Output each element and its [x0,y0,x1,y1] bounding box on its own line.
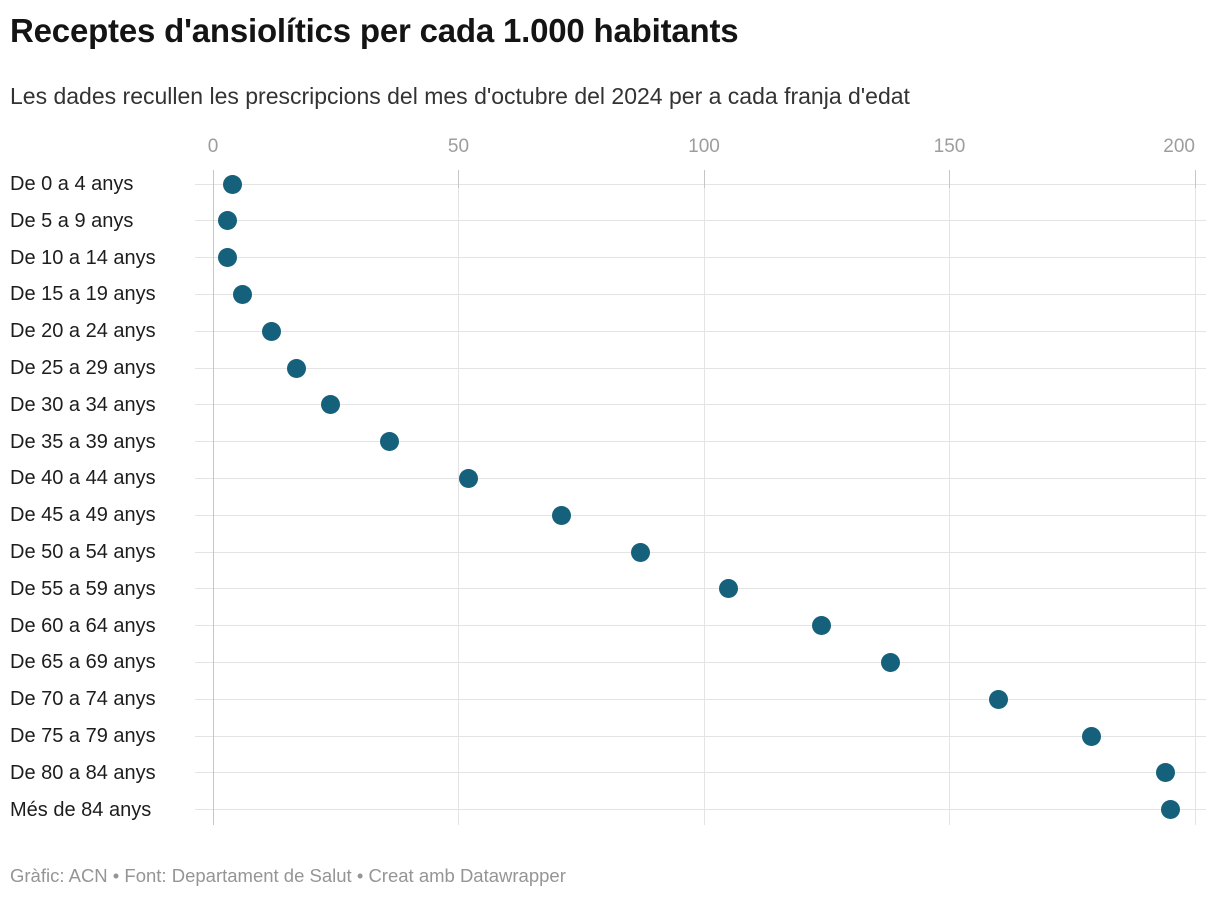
category-label: De 10 a 14 anys [10,246,156,269]
x-axis-tick-label: 0 [207,136,219,157]
x-axis-tick-label: 150 [933,136,966,157]
category-label: De 80 a 84 anys [10,761,156,784]
data-point[interactable] [262,321,282,341]
data-point[interactable] [286,358,306,378]
row-gridline [195,441,1206,443]
x-axis-tick [949,170,950,188]
data-point[interactable] [1156,763,1176,783]
row-gridline [195,367,1206,369]
x-axis-tick [458,170,459,188]
x-gridline [949,170,950,825]
row-gridline [195,257,1206,259]
category-label: De 55 a 59 anys [10,577,156,600]
data-point[interactable] [218,211,238,231]
data-point[interactable] [380,432,400,452]
x-axis-tick [703,170,705,188]
x-axis-tick-label: 100 [688,136,720,157]
row-gridline [195,661,1206,663]
category-label: De 15 a 19 anys [10,283,156,306]
row-gridline [195,220,1206,222]
data-point[interactable] [630,542,650,562]
data-point[interactable] [223,174,243,194]
data-point[interactable] [881,652,901,672]
row-gridline [195,477,1206,479]
chart-footer-credits: Gràfic: ACN • Font: Departament de Salut… [10,865,566,886]
category-label: De 70 a 74 anys [10,688,156,711]
data-point[interactable] [552,505,572,525]
x-gridline [458,170,459,825]
category-label: De 75 a 79 anys [10,725,156,747]
row-gridline [195,698,1206,700]
row-gridline [195,293,1206,295]
data-point[interactable] [1082,726,1102,746]
row-gridline [195,772,1206,774]
row-gridline [195,404,1206,406]
data-point[interactable] [719,579,739,599]
row-gridline [195,330,1206,332]
data-point[interactable] [232,284,252,304]
x-axis-zero-line [212,170,214,825]
row-gridline [195,625,1206,627]
row-gridline [195,588,1206,590]
category-label: De 45 a 49 anys [10,504,156,527]
category-label: De 0 a 4 anys [10,173,134,195]
x-axis-tick-label: 200 [1163,136,1195,157]
data-point[interactable] [1160,800,1180,820]
row-gridline [195,183,1206,185]
data-point[interactable] [218,248,238,268]
category-label: De 65 a 69 anys [10,651,156,674]
category-label: De 5 a 9 anys [10,209,134,232]
data-point[interactable] [321,395,341,415]
category-label: De 20 a 24 anys [10,320,156,343]
row-gridline [195,735,1206,737]
category-label: De 25 a 29 anys [10,357,156,379]
category-label: De 35 a 39 anys [10,430,156,453]
chart-title: Receptes d'ansiolítics per cada 1.000 ha… [10,12,739,49]
row-gridline [195,551,1206,553]
category-label: Més de 84 anys [10,798,152,821]
category-label: De 60 a 64 anys [10,614,156,637]
x-gridline [703,170,705,825]
x-gridline [1194,170,1196,825]
data-point[interactable] [812,616,832,636]
x-axis-tick-label: 50 [447,136,470,157]
row-gridline [195,514,1206,516]
category-label: De 30 a 34 anys [10,393,156,416]
row-gridline [195,809,1206,811]
chart-subtitle: Les dades recullen les prescripcions del… [10,83,910,109]
x-axis-tick [1194,170,1196,188]
data-point[interactable] [989,689,1009,709]
category-label: De 50 a 54 anys [10,541,156,563]
data-point[interactable] [458,468,478,488]
category-label: De 40 a 44 anys [10,467,156,490]
